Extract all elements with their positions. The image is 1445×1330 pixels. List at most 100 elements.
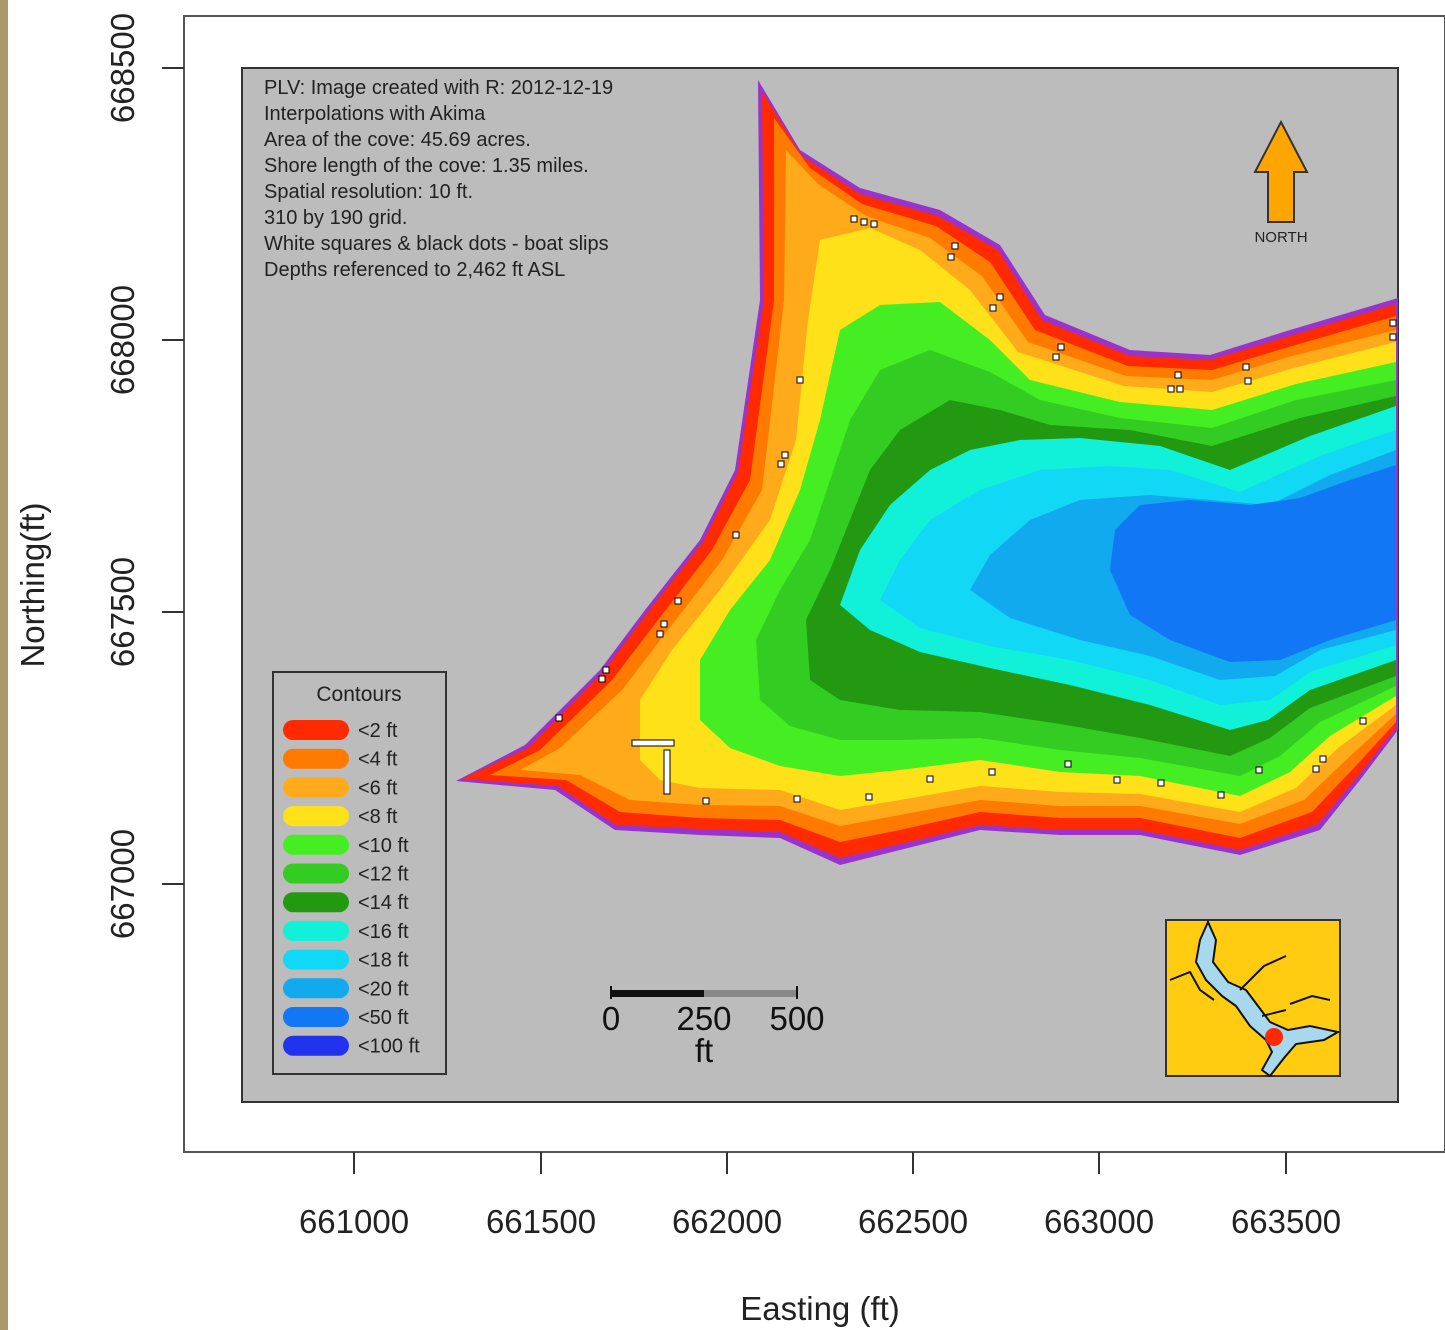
cove-depth-bands [456,80,1398,865]
legend-swatch [283,777,349,798]
legend-label: <2 ft [358,720,398,742]
x-axis-title: Easting (ft) [740,1290,900,1327]
legend-swatch [283,806,349,827]
boat-slip [663,749,671,795]
boat-slip [1157,779,1165,787]
boat-slip [1242,363,1250,371]
left-border-strip [0,0,8,1330]
boat-slip [1217,791,1225,799]
boat-slip [850,215,858,223]
legend-swatch [283,720,349,740]
legend-label: <20 ft [358,978,409,1000]
legend-swatch [283,834,349,855]
boat-slip [1176,385,1184,393]
boat-slip [947,253,955,261]
scale-label: 0 [602,1000,620,1037]
scale-bar-black [611,990,704,997]
info-text-block: PLV: Image created with R: 2012-12-19 In… [264,77,613,281]
legend-label: <50 ft [358,1007,409,1029]
north-arrow-icon [1253,119,1309,223]
boat-slips [555,215,1397,805]
x-tick-label: 662500 [858,1203,968,1240]
x-tick-label: 661500 [486,1203,596,1240]
x-tick-labels: 661000 661500 662000 662500 663000 66350… [299,1203,1341,1240]
boat-slip [951,242,959,250]
info-line: Area of the cove: 45.69 acres. [264,129,531,151]
boat-slip [988,768,996,776]
boat-slip [1064,760,1072,768]
boat-slip [674,597,682,605]
legend-swatch [283,892,349,913]
legend-swatch [283,920,349,941]
legend-label: <4 ft [358,749,398,771]
x-tick-label: 663500 [1231,1203,1341,1240]
inset-location-marker [1265,1028,1283,1046]
y-axis-title: Northing(ft) [14,502,51,667]
y-axis [162,67,184,885]
info-line: PLV: Image created with R: 2012-12-19 [264,77,613,99]
boat-slip [702,797,710,805]
boat-slip [926,775,934,783]
boat-slip [1255,766,1263,774]
info-line: Depths referenced to 2,462 ft ASL [264,259,565,281]
legend-label: <12 ft [358,864,409,886]
y-tick-label: 667500 [104,557,141,667]
legend-label: <14 ft [358,892,409,914]
boat-slip [660,620,668,628]
boat-slip [781,451,789,459]
scale-label: 500 [769,1000,824,1037]
info-line: Spatial resolution: 10 ft. [264,181,473,203]
boat-slip [1052,353,1060,361]
boat-slip [870,220,878,228]
boat-slip [1389,319,1397,327]
legend-label: <100 ft [358,1036,420,1058]
depth-band-50ft [1110,465,1396,662]
y-tick-label: 668500 [104,13,141,123]
boat-slip [1174,371,1182,379]
boat-slip [631,739,675,747]
legend-title: Contours [316,683,401,706]
info-line: 310 by 190 grid. [264,207,407,229]
boat-slip [793,795,801,803]
legend-swatch [283,1035,349,1056]
boat-slip [602,666,610,674]
boat-slip [1057,343,1065,351]
boat-slip [598,675,606,683]
scale-label: 250 [676,1000,731,1037]
legend-swatch [283,1007,349,1027]
boat-slip [860,218,868,226]
boat-slip [1312,765,1320,773]
boat-slip [865,793,873,801]
boat-slip [1359,717,1367,725]
legend-label: <10 ft [358,835,409,857]
y-tick-label: 667000 [104,829,141,939]
boat-slip [1244,377,1252,385]
legend-label: <18 ft [358,950,409,972]
boat-slip [1167,385,1175,393]
x-tick-label: 661000 [299,1203,409,1240]
boat-slip [555,714,563,722]
boat-slip [796,376,804,384]
legend-swatch [283,949,349,970]
legend-label: <8 ft [358,806,398,828]
info-line: White squares & black dots - boat slips [264,233,609,255]
boat-slip [989,304,997,312]
info-line: Shore length of the cove: 1.35 miles. [264,155,589,177]
scale-unit: ft [695,1032,713,1069]
north-arrow: NORTH [1253,119,1309,246]
boat-slip [996,293,1004,301]
inset-lake [1194,919,1341,1078]
y-tick-labels: 668500 668000 667500 667000 [104,13,141,939]
y-tick-label: 668000 [104,285,141,395]
x-tick-label: 663000 [1044,1203,1154,1240]
legend-swatch [283,863,349,884]
scale-bar-gray [704,990,797,997]
boat-slip [656,630,664,638]
inset-tributary [1169,955,1331,1017]
legend-swatch [283,748,349,769]
legend: Contours <2 ft <4 ft <6 ft <8 ft <10 ft <12 f… [272,671,447,1075]
boat-slip [732,531,740,539]
scale-bar: 0 250 500 ft [602,986,825,1069]
inset-location-map [1165,919,1341,1078]
boat-slip [1389,333,1397,341]
